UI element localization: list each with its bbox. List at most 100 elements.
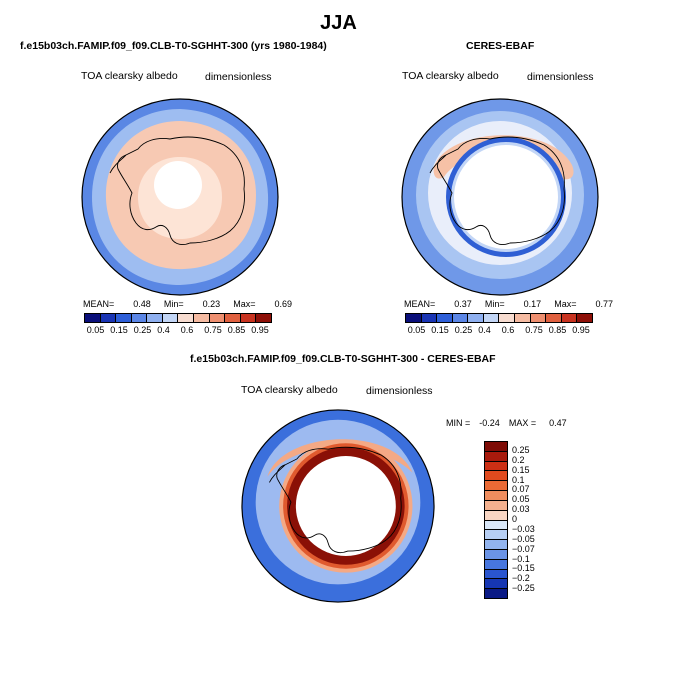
colorbar-ceres-swatch — [546, 314, 562, 322]
colorbar-diff-tick-label: −0.25 — [512, 583, 535, 594]
panel-model-mean-value: 0.48 — [133, 299, 151, 309]
colorbar-ceres-swatch — [530, 314, 547, 322]
colorbar-diff-tick-label: −0.03 — [512, 523, 535, 534]
colorbar-ceres-tick-label: 0.6 — [501, 325, 515, 335]
colorbar-ceres-ticks: 0.05 0.15 0.25 0.4 0.6 0.75 0.85 0.95 — [405, 325, 593, 337]
panel-ceres-variable: TOA clearsky albedo — [402, 70, 499, 82]
model-antarctica-coast — [117, 136, 245, 246]
colorbar-ceres-tick-label: 0.75 — [525, 325, 543, 335]
colorbar-diff-tick-label: −0.15 — [512, 563, 535, 574]
colorbar-model-swatch — [225, 314, 241, 322]
panel-model-min-value: 0.23 — [202, 299, 221, 309]
colorbar-diff-swatch — [485, 451, 507, 462]
colorbar-diff-swatch — [485, 442, 507, 452]
panel-ceres-max-value: 0.77 — [595, 299, 614, 309]
panel-model-min-label: Min= — [163, 299, 184, 309]
colorbar-model-tick-label: 0.4 — [157, 325, 170, 335]
colorbar-diff-tick-label: −0.05 — [512, 533, 535, 544]
panel-ceres-min-label: Min= — [484, 299, 505, 309]
colorbar-model-swatch — [131, 314, 148, 322]
colorbar-model-swatch — [85, 314, 101, 322]
panel-diff-min-value: -0.24 — [479, 418, 500, 428]
ceres-ring-warm — [433, 135, 574, 180]
colorbar-diff-swatch — [485, 471, 507, 482]
colorbar-diff-tick-label: 0.07 — [512, 484, 530, 495]
colorbar-ceres-swatch — [499, 314, 516, 322]
panel-model-variable: TOA clearsky albedo — [81, 70, 178, 82]
colorbar-ceres-tick-label: 0.25 — [454, 325, 473, 335]
colorbar-model-swatch — [162, 314, 179, 322]
colorbar-ceres-swatch — [468, 314, 484, 322]
colorbar-ceres-tick-label: 0.95 — [572, 325, 590, 335]
colorbar-diff-swatch — [485, 579, 507, 590]
colorbar-diff-swatch — [485, 569, 507, 580]
diff-pole-hole — [295, 456, 396, 556]
colorbar-model-swatch — [100, 314, 117, 322]
colorbar-ceres-tick-label: 0.4 — [478, 325, 491, 335]
colorbar-model-tick-label: 0.85 — [227, 325, 246, 335]
panel-diff-max-value: 0.47 — [549, 418, 567, 428]
colorbar-diff-tick-label: −0.07 — [512, 543, 535, 554]
colorbar-model-swatch — [178, 314, 195, 322]
colorbar-ceres-swatch — [483, 314, 500, 322]
colorbar-model-swatch — [240, 314, 257, 322]
colorbar-model-swatch — [116, 314, 132, 322]
colorbar-model-swatch — [147, 314, 163, 322]
diff-antarctica-coast — [276, 446, 402, 554]
colorbar-diff-swatch — [485, 500, 507, 511]
colorbar-model — [84, 313, 272, 323]
panel-ceres-max-label: Max= — [554, 299, 577, 309]
colorbar-diff-swatch — [485, 540, 507, 550]
panel-diff-map — [241, 409, 435, 603]
colorbar-diff-swatch — [485, 461, 507, 472]
panel-ceres-mean-value: 0.37 — [454, 299, 472, 309]
colorbar-ceres-swatch — [421, 314, 438, 322]
colorbar-ceres-swatch — [561, 314, 578, 322]
colorbar-diff-swatch — [485, 491, 507, 501]
panel-diff-max-label: MAX = — [508, 418, 537, 428]
colorbar-diff-tick-label: 0 — [512, 514, 518, 524]
ceres-pole-hole — [454, 145, 558, 249]
colorbar-model-tick-label: 0.05 — [86, 325, 105, 335]
colorbar-diff-tick-label: 0.2 — [512, 454, 525, 465]
panel-diff-units: dimensionless — [366, 385, 433, 397]
colorbar-ceres-swatch — [515, 314, 531, 322]
panel-ceres-mean-label: MEAN= — [404, 299, 436, 309]
colorbar-ceres-swatch — [577, 314, 592, 322]
colorbar-model-ticks: 0.05 0.15 0.25 0.4 0.6 0.75 0.85 0.95 — [84, 325, 272, 337]
model-pole-hole — [154, 161, 202, 209]
colorbar-diff-swatch — [485, 510, 507, 521]
panel-diff-min-label: MIN = — [446, 418, 471, 428]
colorbar-diff-swatch — [485, 559, 507, 570]
colorbar-diff-tick-label: −0.2 — [512, 573, 530, 584]
colorbar-diff-tick-label: −0.1 — [512, 553, 530, 564]
colorbar-model-tick-label: 0.25 — [133, 325, 152, 335]
colorbar-model-tick-label: 0.75 — [204, 325, 222, 335]
ceres-antarctica-coast — [437, 136, 565, 246]
colorbar-diff-ticks: 0.25 0.2 0.15 0.1 0.07 0.05 0.03 0 −0.03 −0.05 −0.… — [512, 441, 562, 599]
colorbar-diff-tick-label: 0.15 — [512, 464, 530, 475]
colorbar-diff-swatch — [485, 520, 507, 531]
panel-diff-title: f.e15b03ch.FAMIP.f09_f09.CLB-T0-SGHHT-30… — [190, 353, 496, 365]
colorbar-diff-tick-label: 0.25 — [512, 444, 530, 455]
panel-ceres-map — [401, 98, 599, 296]
colorbar-model-tick-label: 0.95 — [251, 325, 269, 335]
panel-ceres-min-value: 0.17 — [523, 299, 542, 309]
colorbar-ceres-swatch — [452, 314, 469, 322]
colorbar-diff-swatch — [485, 481, 507, 492]
panel-diff-variable: TOA clearsky albedo — [241, 384, 338, 396]
panel-model-map — [81, 98, 279, 296]
colorbar-diff-swatch — [485, 530, 507, 541]
colorbar-diff-swatch — [485, 589, 507, 598]
panel-ceres-units: dimensionless — [527, 71, 594, 83]
colorbar-ceres — [405, 313, 593, 323]
figure-title: JJA — [320, 12, 357, 34]
colorbar-model-swatch — [209, 314, 226, 322]
colorbar-ceres-swatch — [437, 314, 453, 322]
colorbar-diff-tick-label: 0.1 — [512, 474, 525, 485]
colorbar-model-swatch — [194, 314, 210, 322]
colorbar-diff — [484, 441, 508, 599]
panel-model-max-value: 0.69 — [274, 299, 293, 309]
colorbar-ceres-tick-label: 0.15 — [431, 325, 449, 335]
panel-model-max-label: Max= — [233, 299, 256, 309]
